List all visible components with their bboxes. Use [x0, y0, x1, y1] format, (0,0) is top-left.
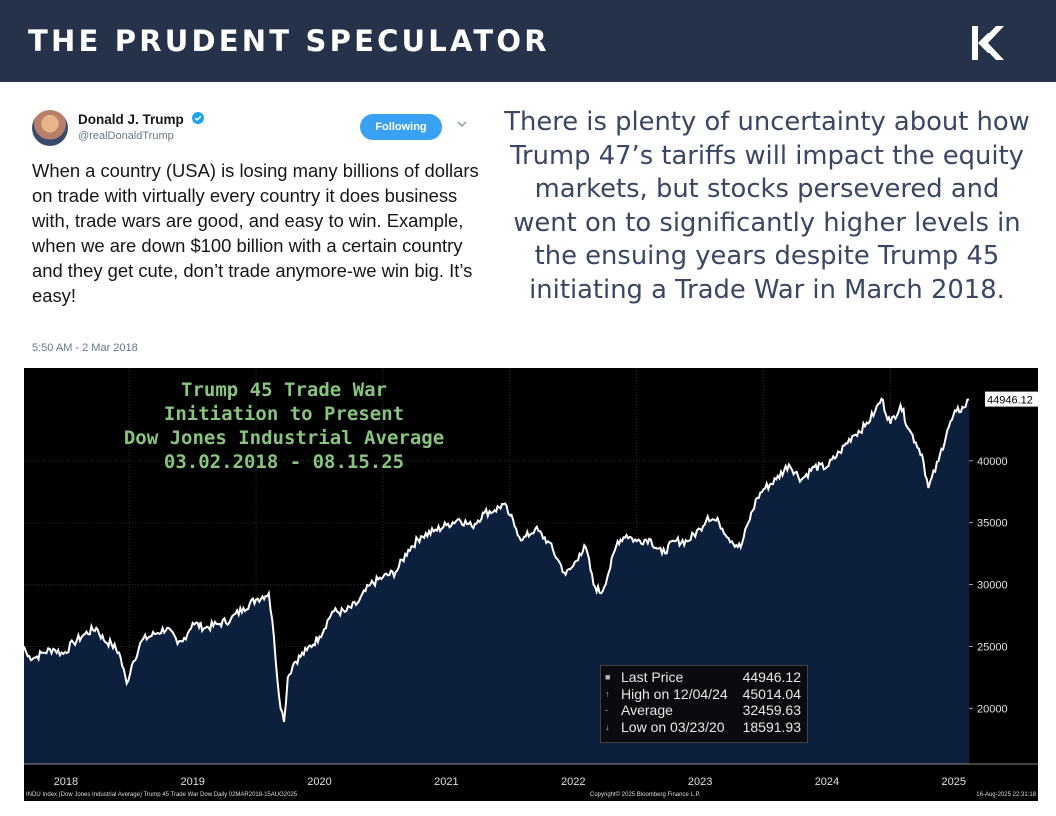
chart-footer-source: INDU Index (Dow Jones Industrial Average…: [26, 792, 298, 798]
chart-footer-copyright: Copyright© 2025 Bloomberg Finance L.P.: [590, 792, 701, 798]
tps-k-logo-icon: [972, 26, 1004, 60]
x-tick-label-2018: 2018: [54, 776, 78, 788]
brand-title: THE PRUDENT SPECULATOR: [28, 24, 550, 58]
last-price-tag: 44946.12: [987, 395, 1033, 407]
legend-high: ↑ High on 12/04/24 45014.04: [605, 685, 801, 702]
x-tick-label-2022: 2022: [561, 776, 585, 788]
chevron-down-icon[interactable]: [456, 118, 468, 130]
legend-square-icon: ■: [605, 672, 611, 682]
last-price-tag-box: [985, 391, 1038, 407]
y-tick-label: 20000: [977, 703, 1008, 715]
verified-badge-icon: [192, 112, 204, 124]
chart-title-line2: Initiation to Present: [163, 403, 405, 425]
avatar[interactable]: [32, 110, 68, 146]
x-tick-label-2020: 2020: [307, 776, 331, 788]
legend-average: - Average 32459.63: [605, 702, 801, 718]
tweet-text: When a country (USA) is losing many bill…: [32, 160, 479, 306]
up-arrow-icon: ↑: [605, 688, 610, 699]
y-tick-label: 25000: [977, 641, 1008, 653]
x-tick-label-2025: 2025: [942, 776, 966, 788]
legend-last-price: ■ Last Price 44946.12: [605, 669, 801, 685]
dow-chart: 20000 25000 30000 35000 40000 44946.12 2018 201…: [24, 368, 1038, 801]
chart-legend: ■ Last Price 44946.12 ↑ High on 12/04/24…: [600, 665, 808, 743]
down-arrow-icon: ↓: [605, 721, 610, 732]
chart-title-line1: Trump 45 Trade War: [181, 379, 387, 401]
chart-title: Trump 45 Trade War Initiation to Present…: [84, 378, 484, 474]
legend-low: ↓ Low on 03/23/20 18591.93: [605, 718, 801, 735]
chart-title-line3: Dow Jones Industrial Average: [123, 427, 445, 449]
x-tick-label-2023: 2023: [688, 776, 712, 788]
tweet-timestamp[interactable]: 5:50 AM - 2 Mar 2018: [32, 342, 138, 354]
tweet-author-name[interactable]: Donald J. Trump: [78, 112, 184, 127]
x-tick-label-2019: 2019: [180, 776, 204, 788]
y-tick-label: 30000: [977, 580, 1008, 592]
chart-footer-timestamp: 16-Aug-2025 22:31:18: [976, 792, 1036, 798]
chart-title-line4: 03.02.2018 - 08.15.25: [163, 451, 405, 473]
commentary-text: There is plenty of uncertainty about how…: [504, 107, 1030, 305]
header-bar: THE PRUDENT SPECULATOR: [0, 0, 1056, 82]
price-line: [24, 397, 970, 723]
x-tick-label-2021: 2021: [434, 776, 458, 788]
tweet-author-handle[interactable]: @realDonaldTrump: [78, 130, 174, 142]
x-tick-label-2024: 2024: [815, 776, 839, 788]
y-tick-label: 40000: [977, 456, 1008, 468]
dash-icon: -: [605, 705, 608, 715]
following-button[interactable]: Following: [360, 114, 442, 140]
tweet-card: Donald J. Trump @realDonaldTrump Followi…: [28, 100, 488, 362]
y-tick-label: 35000: [977, 518, 1008, 530]
